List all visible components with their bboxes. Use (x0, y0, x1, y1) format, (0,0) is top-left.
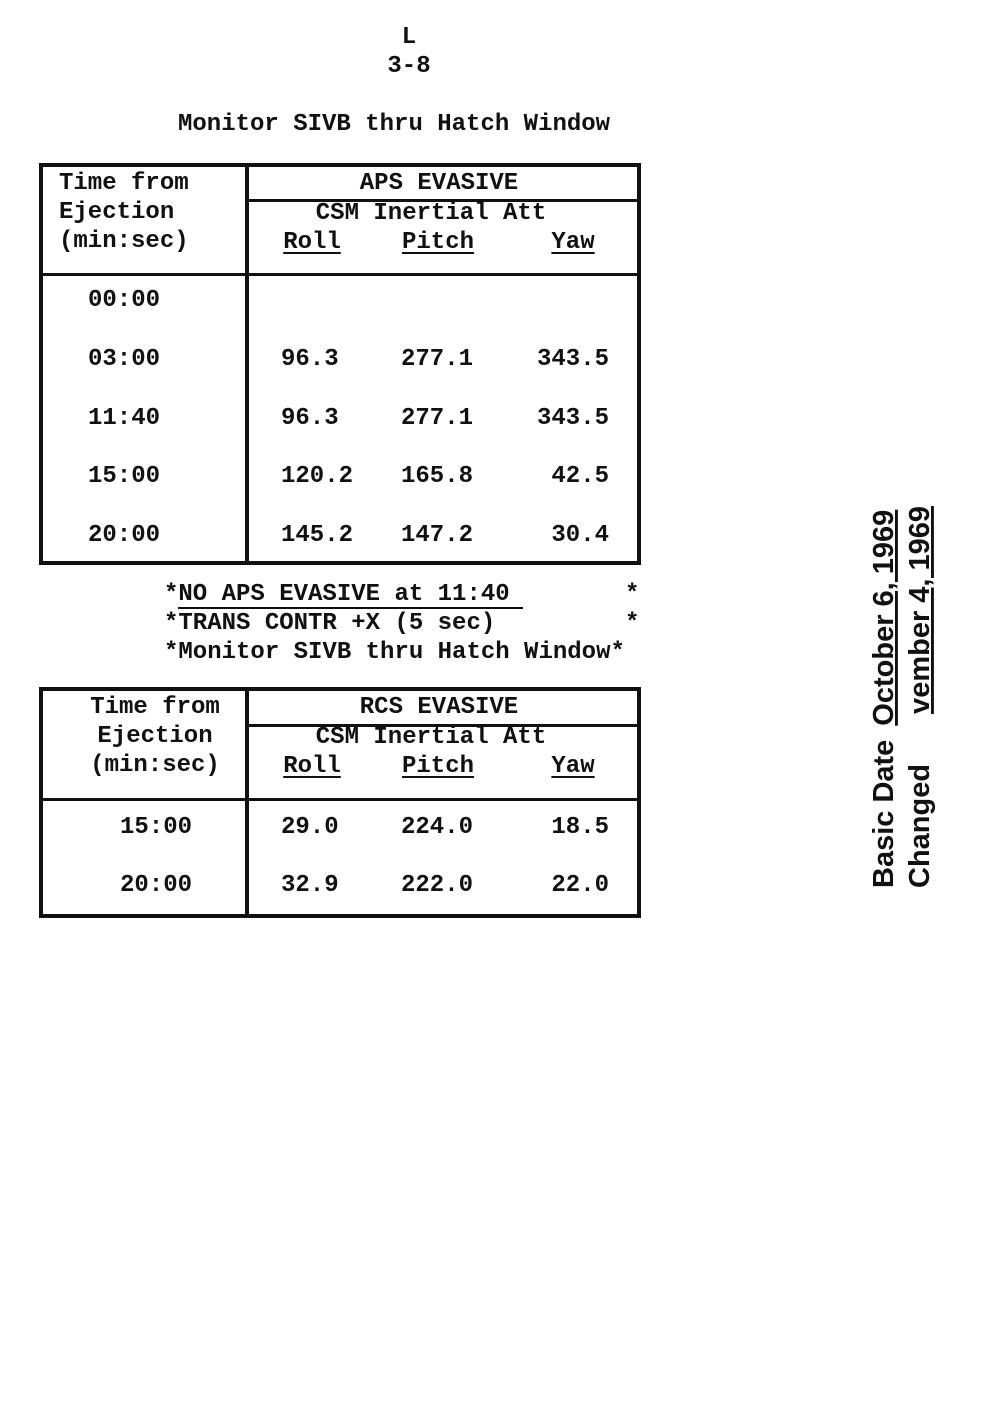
row-divider (39, 798, 641, 801)
value-cell: 224.0 (401, 814, 474, 841)
basic-date: Basic Date October 6, 1969 (868, 510, 900, 888)
column-header: Pitch (401, 753, 475, 780)
column-header: Pitch (401, 229, 475, 256)
table-border (39, 687, 641, 918)
value-cell: 30.4 (551, 522, 609, 549)
value-cell: 277.1 (401, 405, 474, 432)
time-header: Time from (59, 170, 189, 197)
value-cell: 96.3 (281, 346, 339, 373)
time-cell: 15:00 (119, 814, 193, 841)
note: *NO APS EVASIVE at 11:40 (164, 581, 510, 609)
note-text: *TRANS CONTR +X (5 sec) (164, 610, 496, 637)
value-cell: 32.9 (281, 872, 339, 899)
time-cell: 20:00 (119, 872, 193, 899)
time-cell: 15:00 (88, 463, 161, 490)
value-cell: 120.2 (281, 463, 354, 490)
group-title: RCS EVASIVE (359, 694, 519, 721)
time-header: (min:sec) (59, 228, 189, 255)
row-divider (245, 724, 641, 727)
value-cell: 147.2 (401, 522, 474, 549)
time-header: (min:sec) (90, 752, 220, 779)
time-cell: 20:00 (88, 522, 161, 549)
value-cell: 145.2 (281, 522, 354, 549)
page-number: 3-8 (387, 53, 431, 80)
column-divider (245, 687, 249, 918)
date: October 6, 1969 (868, 510, 900, 726)
column-header: Roll (283, 229, 341, 256)
column-header: Yaw (551, 229, 595, 256)
value-cell: 222.0 (401, 872, 474, 899)
value-cell: 22.0 (551, 872, 609, 899)
time-cell: 11:40 (88, 405, 161, 432)
value-cell: 277.1 (401, 346, 474, 373)
date: vember 4, 1969 (904, 506, 936, 714)
note-text: *NO APS EVASIVE at 11:40 (164, 581, 510, 608)
note-top: Monitor SIVB thru Hatch Window (178, 111, 611, 138)
group-title: APS EVASIVE (359, 170, 519, 197)
changed-date: Changed vember 4, 1969 (904, 506, 936, 888)
note-text: *Monitor SIVB thru Hatch Window* (164, 639, 625, 666)
table-border (39, 163, 641, 565)
header-letter: L (401, 24, 417, 51)
time-header: Ejection (97, 723, 213, 750)
time-header: Ejection (59, 199, 175, 226)
underline (178, 607, 523, 609)
row-divider (39, 273, 641, 276)
row-divider (245, 199, 641, 202)
value-cell: 165.8 (401, 463, 474, 490)
time-cell: 00:00 (88, 287, 161, 314)
value-cell: 343.5 (536, 346, 609, 373)
value-cell: 18.5 (551, 814, 609, 841)
time-header: Time from (90, 694, 220, 721)
value-cell: 96.3 (281, 405, 339, 432)
label: Basic Date (868, 740, 900, 888)
column-header: Yaw (551, 753, 595, 780)
group-subtitle: CSM Inertial Att (315, 724, 547, 751)
value-cell: 29.0 (281, 814, 339, 841)
note-end: * (625, 581, 640, 608)
column-divider (245, 163, 249, 565)
note-end: * (625, 610, 640, 637)
value-cell: 343.5 (536, 405, 609, 432)
time-cell: 03:00 (88, 346, 161, 373)
label: Changed (904, 764, 936, 888)
group-subtitle: CSM Inertial Att (315, 200, 547, 227)
column-header: Roll (283, 753, 341, 780)
value-cell: 42.5 (551, 463, 609, 490)
